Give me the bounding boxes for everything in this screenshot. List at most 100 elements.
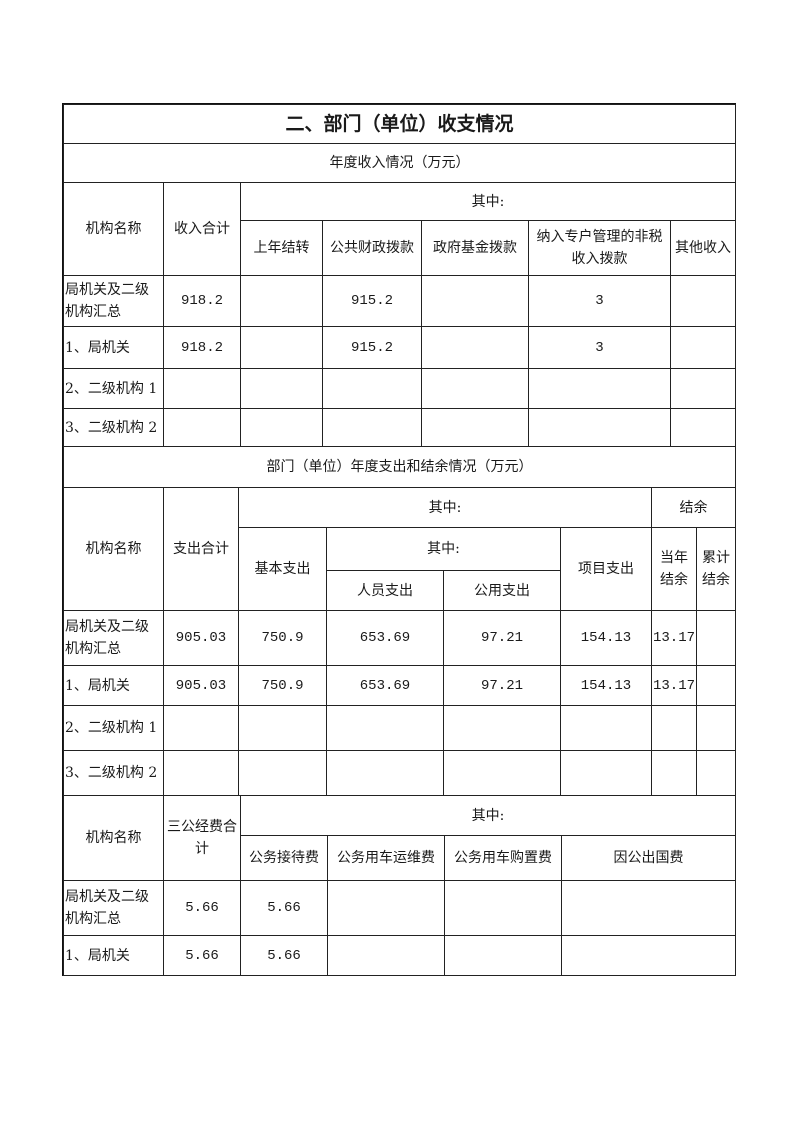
header-current-balance: 当年结余 — [651, 527, 697, 611]
header-balance: 结余 — [651, 487, 736, 528]
expense-total: 905.03 — [163, 610, 239, 666]
header-of-which-text: 其中: — [428, 499, 462, 516]
expense-public: 97.21 — [443, 665, 561, 706]
header-income-col-text: 上年结转 — [253, 240, 310, 256]
header-of-which-sub: 其中: — [326, 527, 561, 571]
header-basic-text: 基本支出 — [254, 561, 311, 577]
header-of-which: 其中: — [238, 487, 652, 528]
header-project: 项目支出 — [560, 527, 652, 611]
header-project-text: 项目支出 — [578, 561, 634, 577]
header-income-col: 其他收入 — [670, 220, 736, 276]
row-name-text: 3、二级机构 2 — [65, 765, 158, 781]
three-public-value-text: 5.66 — [267, 900, 301, 916]
row-name-text: 局机关及二级机构汇总 — [65, 619, 149, 657]
row-name: 3、二级机构 2 — [63, 408, 164, 447]
row-name: 3、二级机构 2 — [63, 750, 164, 796]
header-expense-total: 支出合计 — [163, 487, 239, 611]
income-value: 3 — [528, 275, 671, 327]
expense-public — [443, 705, 561, 751]
expense-caption: 部门（单位）年度支出和结余情况（万元） — [63, 446, 736, 488]
expense-cumulative — [696, 610, 736, 666]
header-three-public-col-text: 公务用车购置费 — [454, 850, 552, 866]
expense-current: 13.17 — [651, 610, 697, 666]
section-title: 二、部门（单位）收支情况 — [63, 104, 736, 144]
income-value — [670, 408, 736, 447]
header-three-public-col-text: 公务用车运维费 — [337, 850, 435, 866]
expense-current: 13.17 — [651, 665, 697, 706]
row-name-text: 2、二级机构 1 — [65, 380, 158, 397]
row-name-text: 2、二级机构 1 — [65, 720, 158, 736]
expense-total — [163, 705, 239, 751]
expense-current-text: 13.17 — [653, 630, 696, 646]
header-income-total: 收入合计 — [163, 182, 241, 276]
header-personnel-text: 人员支出 — [357, 582, 413, 599]
expense-cumulative — [696, 750, 736, 796]
header-org: 机构名称 — [63, 487, 164, 611]
three-public-value — [444, 935, 562, 976]
expense-public — [443, 750, 561, 796]
expense-basic: 750.9 — [238, 610, 327, 666]
expense-cumulative — [696, 705, 736, 751]
three-public-total: 5.66 — [163, 935, 241, 976]
three-public-value — [327, 880, 445, 936]
row-name: 1、局机关 — [63, 326, 164, 369]
expense-total: 905.03 — [163, 665, 239, 706]
income-value: 915.2 — [322, 326, 422, 369]
income-value — [240, 368, 323, 409]
header-three-public-col: 公务用车购置费 — [444, 835, 562, 881]
row-name-text: 1、局机关 — [65, 677, 130, 694]
income-value: 3 — [528, 326, 671, 369]
expense-current — [651, 705, 697, 751]
header-org-text: 机构名称 — [85, 830, 142, 846]
expense-basic-text: 750.9 — [261, 677, 304, 694]
expense-total — [163, 750, 239, 796]
expense-project — [560, 705, 652, 751]
header-cumulative-balance: 累计结余 — [696, 527, 736, 611]
section-title-text: 二、部门（单位）收支情况 — [285, 113, 514, 135]
row-name-text: 1、局机关 — [65, 947, 130, 964]
three-public-value — [561, 935, 736, 976]
header-of-which: 其中: — [240, 795, 736, 836]
income-value — [322, 368, 422, 409]
income-value — [670, 326, 736, 369]
income-caption-text: 年度收入情况（万元） — [329, 155, 470, 171]
row-name: 2、二级机构 1 — [63, 705, 164, 751]
income-value — [421, 275, 529, 327]
three-public-total-text: 5.66 — [185, 947, 219, 964]
row-name: 1、局机关 — [63, 935, 164, 976]
three-public-value: 5.66 — [240, 935, 328, 976]
row-name: 局机关及二级机构汇总 — [63, 275, 164, 327]
income-value — [528, 368, 671, 409]
header-of-which-sub-text: 其中: — [427, 541, 460, 557]
expense-cumulative — [696, 665, 736, 706]
income-value — [421, 408, 529, 447]
three-public-value — [327, 935, 445, 976]
expense-basic: 750.9 — [238, 665, 327, 706]
header-public-text: 公用支出 — [474, 582, 530, 599]
expense-personnel — [326, 705, 444, 751]
expense-project — [560, 750, 652, 796]
income-caption: 年度收入情况（万元） — [63, 143, 736, 183]
header-org: 机构名称 — [63, 182, 164, 276]
income-value — [421, 368, 529, 409]
income-value-text: 3 — [595, 339, 604, 356]
row-name-text: 局机关及二级机构汇总 — [65, 282, 149, 320]
expense-current — [651, 750, 697, 796]
row-name: 1、局机关 — [63, 665, 164, 706]
expense-personnel — [326, 750, 444, 796]
expense-personnel: 653.69 — [326, 610, 444, 666]
expense-project-text: 154.13 — [580, 677, 632, 694]
expense-project-text: 154.13 — [580, 630, 632, 646]
expense-project: 154.13 — [560, 610, 652, 666]
row-name-text: 局机关及二级机构汇总 — [65, 889, 149, 927]
row-name: 局机关及二级机构汇总 — [63, 880, 164, 936]
header-expense-total-text: 支出合计 — [173, 541, 229, 557]
income-value-text: 915.2 — [350, 293, 393, 309]
header-balance-text: 结余 — [679, 499, 708, 516]
header-income-col: 上年结转 — [240, 220, 323, 276]
three-public-value-text: 5.66 — [267, 947, 301, 964]
income-total: 918.2 — [163, 275, 241, 327]
income-total — [163, 408, 241, 447]
header-org: 机构名称 — [63, 795, 164, 881]
expense-basic-text: 750.9 — [261, 630, 304, 646]
